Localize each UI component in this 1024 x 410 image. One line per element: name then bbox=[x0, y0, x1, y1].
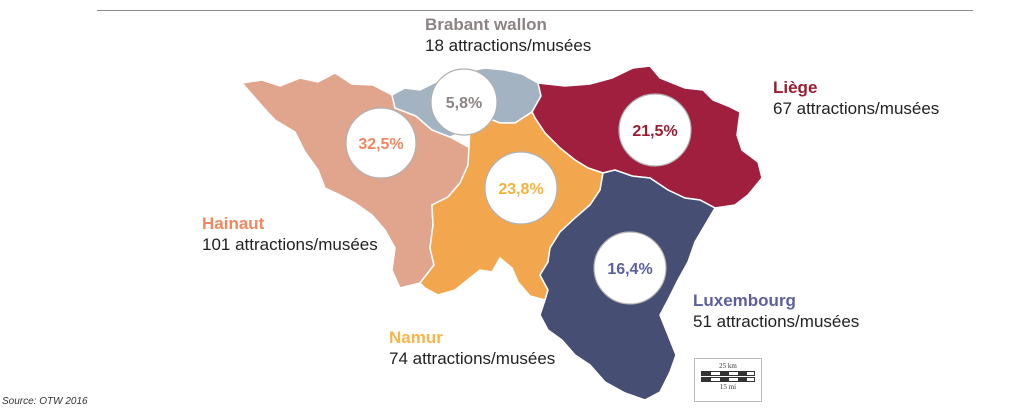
label-hainaut: Hainaut 101 attractions/musées bbox=[202, 213, 378, 256]
label-namur: Namur 74 attractions/musées bbox=[389, 327, 555, 370]
scale-mi: 15 mi bbox=[719, 383, 737, 391]
source-note: Source: OTW 2016 bbox=[2, 396, 88, 407]
region-name-namur: Namur bbox=[389, 328, 443, 347]
region-name-liege: Liège bbox=[773, 78, 818, 97]
region-count-hainaut: 101 attractions/musées bbox=[202, 235, 378, 255]
region-count-liege: 67 attractions/musées bbox=[773, 99, 940, 119]
scale-km: 25 km bbox=[719, 362, 737, 370]
region-count-namur: 74 attractions/musées bbox=[389, 349, 556, 369]
pct-circle-luxembourg: 16,4% bbox=[593, 231, 667, 305]
top-rule bbox=[97, 10, 973, 11]
label-brabant-wallon: Brabant wallon 18 attractions/musées bbox=[425, 14, 591, 57]
pct-label-brabant: 5,8% bbox=[446, 95, 482, 112]
label-liege: Liège 67 attractions/musées bbox=[773, 77, 939, 120]
pct-circle-brabant: 5,8% bbox=[430, 68, 498, 136]
scale-bar-km bbox=[701, 371, 755, 376]
pct-circle-liege: 21,5% bbox=[618, 93, 692, 167]
region-name-brabant: Brabant wallon bbox=[425, 15, 547, 34]
pct-label-namur: 23,8% bbox=[498, 181, 543, 198]
region-count-brabant: 18 attractions/musées bbox=[425, 36, 592, 56]
scale-bar-mi bbox=[701, 377, 755, 382]
pct-label-luxembourg: 16,4% bbox=[607, 261, 652, 278]
region-name-luxembourg: Luxembourg bbox=[693, 291, 796, 310]
region-name-hainaut: Hainaut bbox=[202, 214, 265, 233]
label-luxembourg: Luxembourg 51 attractions/musées bbox=[693, 290, 859, 333]
pct-label-liege: 21,5% bbox=[632, 123, 677, 140]
pct-circle-hainaut: 32,5% bbox=[345, 107, 417, 179]
pct-label-hainaut: 32,5% bbox=[358, 136, 403, 153]
region-count-luxembourg: 51 attractions/musées bbox=[693, 312, 860, 332]
scale-bar: 25 km 15 mi bbox=[694, 358, 762, 402]
pct-circle-namur: 23,8% bbox=[484, 151, 558, 225]
